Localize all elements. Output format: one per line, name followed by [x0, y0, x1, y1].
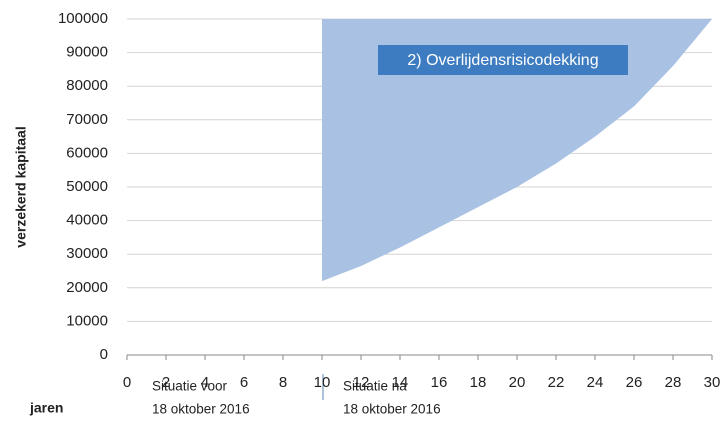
x-axis-label: jaren: [29, 400, 63, 416]
y-tick-label: 100000: [58, 10, 108, 27]
y-tick-label: 20000: [66, 279, 108, 296]
y-tick-label: 70000: [66, 111, 108, 128]
x-tick-label: 10: [314, 374, 331, 391]
period-label: Situatie na: [343, 379, 407, 394]
x-tick-label: 4: [201, 374, 209, 391]
x-tick-label: 26: [626, 374, 643, 391]
period-label: Situatie voor: [152, 379, 228, 394]
coverage-area: [322, 19, 712, 282]
y-tick-label: 10000: [66, 312, 108, 329]
x-tick-label: 24: [587, 374, 604, 391]
x-tick-label: 8: [279, 374, 287, 391]
x-tick-label: 0: [123, 374, 131, 391]
x-tick-label: 6: [240, 374, 248, 391]
y-tick-label: 80000: [66, 77, 108, 94]
y-tick-label: 30000: [66, 245, 108, 262]
y-tick-label: 40000: [66, 212, 108, 229]
x-tick-label: 16: [431, 374, 448, 391]
x-tick-label: 30: [704, 374, 721, 391]
x-tick-label: 28: [665, 374, 682, 391]
y-tick-label: 50000: [66, 178, 108, 195]
x-tick-label: 20: [509, 374, 526, 391]
period-date: 18 oktober 2016: [343, 402, 441, 417]
annotation: 2) Overlijdensrisicodekking: [407, 52, 598, 69]
y-tick-label: 60000: [66, 144, 108, 161]
period-date: 18 oktober 2016: [152, 402, 250, 417]
x-tick-label: 22: [548, 374, 565, 391]
x-tick-label: 18: [470, 374, 487, 391]
y-tick-label: 0: [100, 346, 108, 363]
y-axis-label: verzekerd kapitaal: [13, 126, 29, 247]
x-tick-label: 12: [353, 374, 370, 391]
y-tick-label: 90000: [66, 44, 108, 61]
x-tick-label: 2: [162, 374, 170, 391]
annotation-box: [378, 45, 628, 75]
x-tick-label: 14: [392, 374, 409, 391]
